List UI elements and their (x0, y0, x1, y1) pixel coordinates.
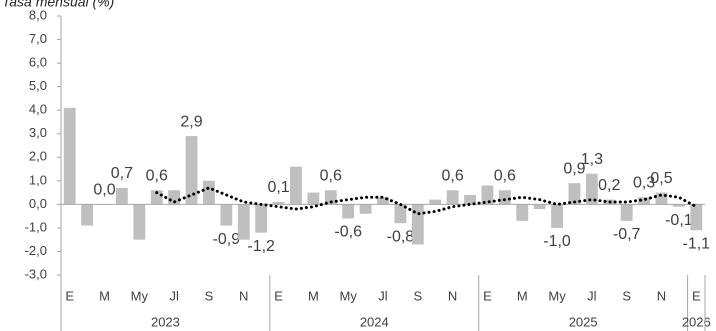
data-label: 0,6 (441, 167, 463, 184)
bar (638, 197, 650, 205)
data-label: -0,6 (334, 224, 362, 241)
bar (585, 173, 598, 205)
trend-line (155, 186, 698, 216)
bar (237, 204, 250, 240)
bar (672, 204, 685, 207)
data-label: -0,9 (213, 231, 241, 248)
x-tick-label: E (274, 288, 283, 303)
x-tick-label: N (657, 288, 666, 303)
bar (255, 204, 268, 233)
y-tick-label: -1,0 (25, 219, 47, 234)
bar (220, 204, 233, 226)
x-tick-label: S (413, 288, 422, 303)
x-tick-label: N (239, 288, 248, 303)
bar (464, 194, 476, 205)
x-tick-label: My (548, 288, 566, 303)
y-tick-label: 6,0 (29, 55, 47, 70)
x-tick-label: E (692, 288, 701, 303)
y-tick-label: -2,0 (25, 243, 47, 258)
bar (429, 199, 442, 205)
bar (446, 190, 459, 205)
x-tick-label: N (448, 288, 457, 303)
data-label: 0,5 (650, 170, 672, 187)
bar (168, 190, 181, 205)
y-tick-label: 2,0 (29, 149, 47, 164)
y-tick-label: 7,0 (29, 31, 47, 46)
data-label: 0,7 (111, 165, 133, 182)
bar (568, 183, 581, 205)
bar (533, 204, 546, 210)
y-tick-label: 1,0 (29, 172, 47, 187)
data-label: 0,3 (633, 175, 655, 192)
bar (620, 204, 633, 221)
bar (359, 204, 372, 214)
group-label: 2026 (682, 314, 711, 329)
x-tick-label: My (131, 288, 149, 303)
x-tick-label: M (99, 288, 110, 303)
bar (342, 204, 355, 219)
bar (307, 192, 320, 205)
data-label: -0,7 (613, 226, 641, 243)
bar (272, 202, 285, 205)
data-label: 0,6 (494, 167, 516, 184)
x-tick-label: E (65, 288, 74, 303)
y-tick-label: 3,0 (29, 125, 47, 140)
data-label: 0,6 (146, 167, 168, 184)
data-label: 2,9 (180, 113, 202, 130)
bar (81, 204, 94, 226)
data-label: 0,2 (598, 177, 620, 194)
bar (116, 187, 128, 205)
x-tick-label: Jl (378, 288, 388, 303)
data-label: 0,0 (93, 182, 115, 199)
data-label: 0,9 (563, 160, 585, 177)
x-tick-label: Jl (169, 288, 179, 303)
data-label: -0,8 (387, 228, 415, 245)
bar (655, 192, 668, 205)
x-tick-label: M (517, 288, 528, 303)
bar (498, 190, 511, 205)
x-tick-label: M (308, 288, 319, 303)
y-tick-label: -3,0 (25, 266, 47, 281)
data-label: 0,1 (267, 179, 289, 196)
x-tick-label: S (205, 288, 214, 303)
bar (290, 166, 302, 205)
bar (551, 204, 563, 228)
bar (324, 190, 337, 205)
bar (150, 190, 163, 205)
y-tick-label: 5,0 (29, 78, 47, 93)
bar (411, 204, 424, 245)
x-tick-label: E (483, 288, 492, 303)
bar (63, 107, 76, 205)
x-tick-label: My (340, 288, 358, 303)
data-label: -0,1 (665, 212, 693, 229)
data-label: 0,6 (320, 167, 342, 184)
group-label: 2025 (569, 314, 598, 329)
y-tick-label: 8,0 (29, 7, 47, 22)
bar (185, 136, 198, 205)
bar (133, 204, 146, 240)
y-tick-label: 0,0 (29, 196, 47, 211)
bar (394, 204, 407, 224)
group-label: 2024 (360, 314, 389, 329)
y-tick-label: 4,0 (29, 102, 47, 117)
group-label: 2023 (151, 314, 180, 329)
data-label: 1,3 (581, 151, 603, 168)
bar (377, 197, 389, 205)
data-label: -1,2 (247, 238, 275, 255)
x-tick-label: S (622, 288, 631, 303)
bar (203, 180, 215, 205)
data-label: -1,0 (543, 233, 571, 250)
x-tick-label: Jl (587, 288, 597, 303)
bar (516, 204, 529, 221)
bar (690, 204, 703, 231)
chart-title: Tasa mensual (%) (2, 0, 114, 10)
data-label: -1,1 (683, 235, 711, 252)
bar (481, 185, 494, 205)
